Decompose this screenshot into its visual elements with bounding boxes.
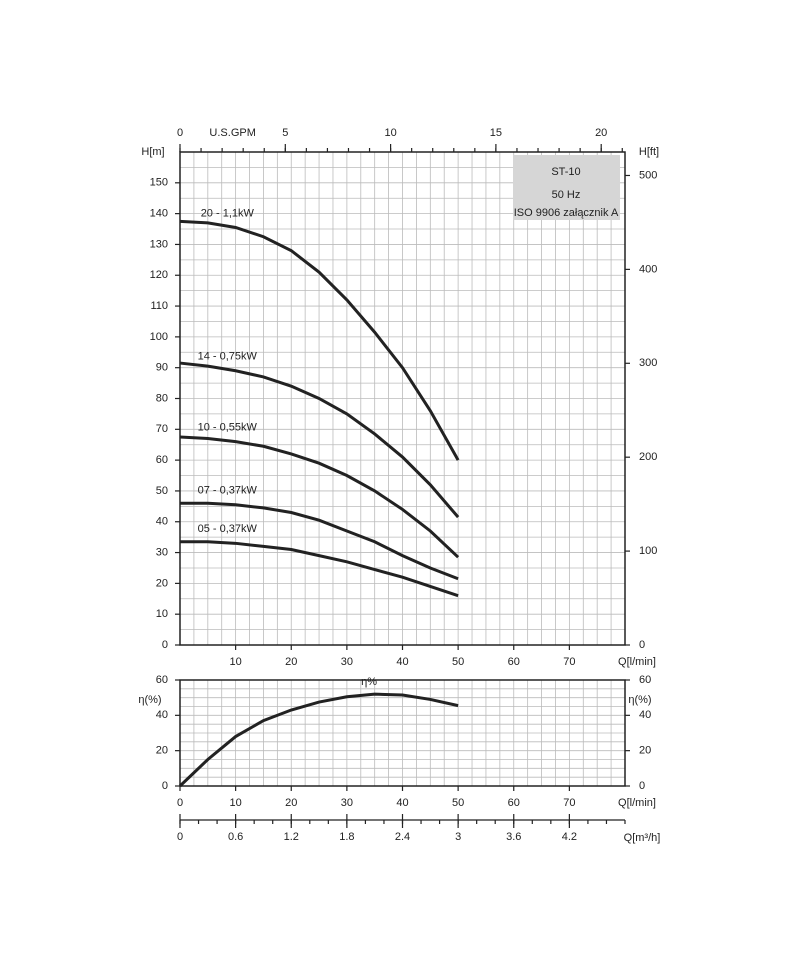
curve [180,501,459,581]
x2-tick-label: 0 [177,127,183,139]
curve-label: 20 - 1,1kW [201,207,255,219]
y-tick-label: 40 [156,709,168,721]
curve-label: 14 - 0,75kW [198,351,258,363]
title-box [513,155,620,220]
y-tick-label: 90 [156,362,168,374]
y-tick-label: 120 [150,269,168,281]
x3-tick-label: 1.2 [284,831,299,843]
subtitle: 50 Hz [552,189,581,201]
x-tick-label: 10 [230,656,242,668]
x2-tick-label: 15 [490,127,502,139]
x3-tick-label: 2.4 [395,831,410,843]
x-tick-label: 10 [230,797,242,809]
x-tick-label: 60 [508,797,520,809]
y2-tick-label: 400 [639,263,657,275]
y-tick-label: 0 [162,780,168,792]
x-tick-label: 40 [396,656,408,668]
y2-tick-label: 0 [639,639,645,651]
curve [179,435,460,559]
y-tick-label: 20 [156,577,168,589]
y2-tick-label: 20 [639,745,651,757]
y-tick-label: 140 [150,208,168,220]
x3-tick-label: 3.6 [506,831,521,843]
note: ISO 9906 załącznik A [514,207,619,219]
y-tick-label: 150 [150,177,168,189]
x2-tick-label: 20 [595,127,607,139]
curve-label: η% [361,676,377,688]
x3-tick-label: 3 [455,831,461,843]
x-tick-label: 70 [563,656,575,668]
title: ST-10 [551,166,580,178]
curve-label: 05 - 0,37kW [198,523,258,535]
x-tick-label: 0 [177,797,183,809]
y2-tick-label: 0 [639,780,645,792]
x-tick-label: 70 [563,797,575,809]
y-tick-label: 100 [150,331,168,343]
curve-label: 07 - 0,37kW [198,485,258,497]
x3-tick-label: 0 [177,831,183,843]
y2-tick-label: 60 [639,674,651,686]
y2-tick-label: 300 [639,357,657,369]
curve [179,361,460,519]
y-tick-label: 60 [156,674,168,686]
y-tick-label: 60 [156,454,168,466]
curve [180,540,459,598]
x3-tick-label: 4.2 [562,831,577,843]
x-tick-label: 30 [341,656,353,668]
x3-axis-label: Q[m³/h] [624,832,661,844]
y-tick-label: 70 [156,423,168,435]
y2-tick-label: 200 [639,451,657,463]
x-axis-label: Q[l/min] [618,656,656,668]
y-tick-label: 10 [156,608,168,620]
x-tick-label: 30 [341,797,353,809]
x-tick-label: 20 [285,797,297,809]
x3-tick-label: 0.6 [228,831,243,843]
x-tick-label: 40 [396,797,408,809]
y-tick-label: 0 [162,639,168,651]
x-tick-label: 50 [452,797,464,809]
x2-tick-label: 5 [282,127,288,139]
x-tick-label: 50 [452,656,464,668]
y-axis-label: H[m] [141,146,164,158]
y-axis-label: η(%) [138,694,161,706]
curve [179,219,460,461]
y-tick-label: 30 [156,546,168,558]
y2-axis-label: η(%) [628,694,651,706]
curve-label: 10 - 0,55kW [198,422,258,434]
x-tick-label: 20 [285,656,297,668]
y-tick-label: 110 [150,300,168,312]
y-tick-label: 20 [156,745,168,757]
x2-axis-label: U.S.GPM [209,127,255,139]
y-tick-label: 40 [156,516,168,528]
y2-tick-label: 40 [639,709,651,721]
y-tick-label: 130 [150,238,168,250]
x-tick-label: 60 [508,656,520,668]
y-tick-label: 80 [156,392,168,404]
y2-tick-label: 100 [639,545,657,557]
x3-tick-label: 1.8 [339,831,354,843]
curve [178,692,459,788]
x2-tick-label: 10 [384,127,396,139]
y-tick-label: 50 [156,485,168,497]
y2-tick-label: 500 [639,169,657,181]
x-axis-label: Q[l/min] [618,797,656,809]
y2-axis-label: H[ft] [639,146,659,158]
